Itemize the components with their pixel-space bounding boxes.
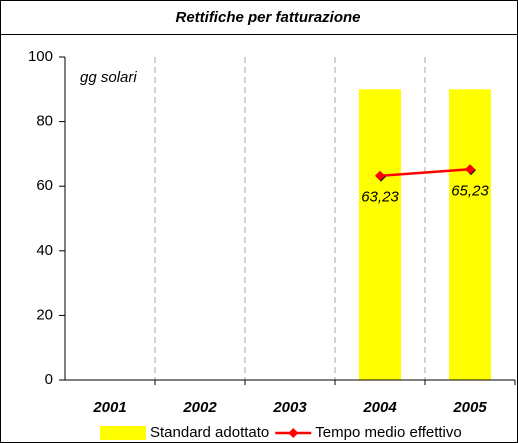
- x-tick-label: 2002: [182, 399, 217, 416]
- data-label: 63,23: [361, 189, 399, 206]
- y-tick-label: 60: [36, 177, 53, 194]
- x-tick-label: 2005: [452, 399, 487, 416]
- y-tick-label: 0: [45, 371, 53, 388]
- marker: [375, 170, 385, 181]
- chart-title: Rettifiche per fatturazione: [175, 9, 360, 26]
- data-label: 65,23: [451, 182, 489, 199]
- y-tick-label: 20: [36, 306, 53, 323]
- line: [379, 168, 471, 178]
- legend-label: Standard adottato: [150, 424, 269, 441]
- x-tick-label: 2003: [272, 399, 307, 416]
- legend-label: Tempo medio effettivo: [315, 424, 461, 441]
- y-tick-label: 40: [36, 242, 53, 259]
- bar: [359, 89, 401, 381]
- x-tick-label: 2004: [362, 399, 397, 416]
- axis-annotation: gg solari: [80, 69, 137, 86]
- bar: [449, 89, 491, 381]
- y-tick-label: 80: [36, 113, 53, 130]
- x-tick-label: 2001: [92, 399, 126, 416]
- legend-swatch: [288, 428, 299, 438]
- legend-swatch: [100, 426, 146, 440]
- y-tick-label: 100: [28, 48, 53, 65]
- marker: [465, 164, 475, 175]
